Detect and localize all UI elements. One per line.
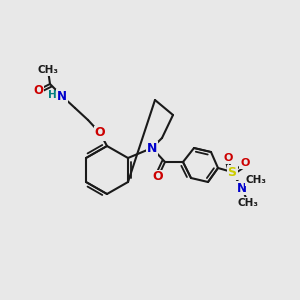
Text: CH₃: CH₃ bbox=[38, 65, 58, 75]
Text: CH₃: CH₃ bbox=[238, 198, 259, 208]
Text: O: O bbox=[33, 83, 43, 97]
Text: N: N bbox=[237, 182, 247, 194]
Text: N: N bbox=[147, 142, 157, 154]
Text: H: H bbox=[48, 90, 57, 100]
Text: N: N bbox=[57, 89, 67, 103]
Text: O: O bbox=[153, 170, 163, 184]
Text: S: S bbox=[227, 166, 236, 178]
Text: O: O bbox=[240, 158, 250, 168]
Text: CH₃: CH₃ bbox=[245, 175, 266, 185]
Text: O: O bbox=[223, 153, 233, 163]
Text: O: O bbox=[95, 127, 105, 140]
